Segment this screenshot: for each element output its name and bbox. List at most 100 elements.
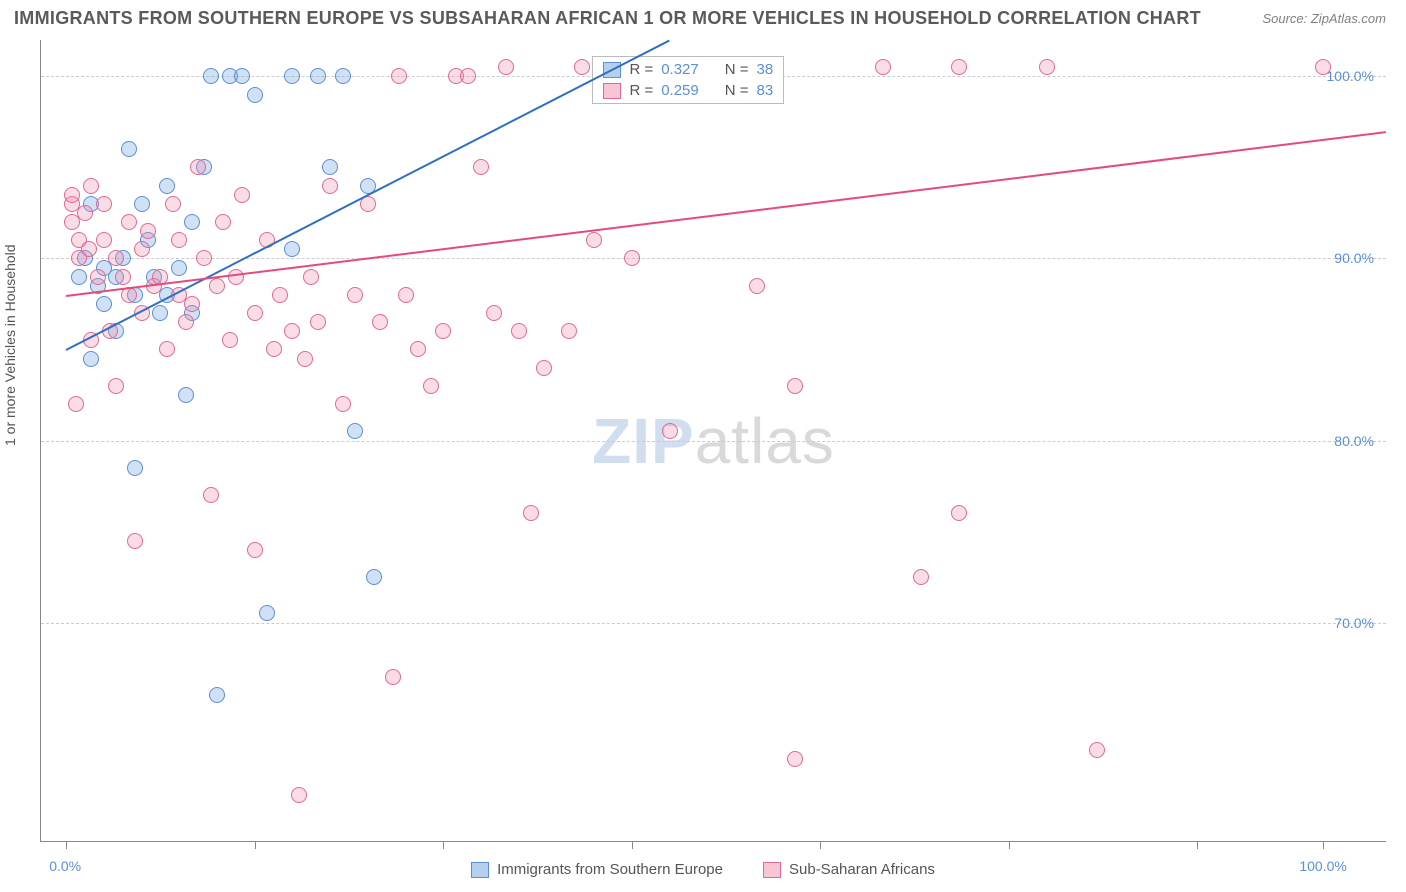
data-point (184, 296, 200, 312)
data-point (83, 351, 99, 367)
chart-legend: Immigrants from Southern EuropeSub-Sahar… (0, 861, 1406, 878)
y-tick-label: 80.0% (1334, 433, 1374, 449)
data-point (134, 241, 150, 257)
data-point (196, 250, 212, 266)
legend-swatch (471, 862, 489, 878)
data-point (190, 159, 206, 175)
chart-header: IMMIGRANTS FROM SOUTHERN EUROPE VS SUBSA… (0, 0, 1406, 33)
data-point (511, 323, 527, 339)
y-tick-label: 70.0% (1334, 615, 1374, 631)
data-point (586, 232, 602, 248)
data-point (875, 59, 891, 75)
scatter-chart: ZIPatlas 70.0%80.0%90.0%100.0%R = 0.327N… (40, 40, 1386, 842)
data-point (96, 232, 112, 248)
data-point (259, 605, 275, 621)
chart-title: IMMIGRANTS FROM SOUTHERN EUROPE VS SUBSA… (14, 8, 1201, 29)
data-point (284, 68, 300, 84)
data-point (385, 669, 401, 685)
x-tick-label: 0.0% (49, 858, 81, 874)
data-point (247, 87, 263, 103)
data-point (64, 187, 80, 203)
data-point (624, 250, 640, 266)
data-point (171, 232, 187, 248)
data-point (951, 505, 967, 521)
source-credit: Source: ZipAtlas.com (1262, 11, 1386, 26)
n-value: 83 (757, 82, 774, 99)
data-point (1315, 59, 1331, 75)
data-point (297, 351, 313, 367)
data-point (322, 159, 338, 175)
data-point (68, 396, 84, 412)
stats-row: R = 0.327N = 38 (593, 59, 783, 80)
data-point (347, 423, 363, 439)
data-point (247, 305, 263, 321)
x-tick (820, 841, 821, 849)
legend-label: Immigrants from Southern Europe (497, 861, 723, 878)
data-point (291, 787, 307, 803)
data-point (787, 751, 803, 767)
data-point (81, 241, 97, 257)
data-point (435, 323, 451, 339)
stats-row: R = 0.259N = 83 (593, 80, 783, 101)
r-value: 0.327 (661, 61, 699, 78)
x-tick (66, 841, 67, 849)
data-point (787, 378, 803, 394)
data-point (498, 59, 514, 75)
data-point (913, 569, 929, 585)
data-point (284, 323, 300, 339)
data-point (90, 269, 106, 285)
data-point (209, 278, 225, 294)
data-point (335, 396, 351, 412)
data-point (203, 487, 219, 503)
legend-swatch (763, 862, 781, 878)
data-point (366, 569, 382, 585)
r-value: 0.259 (661, 82, 699, 99)
data-point (247, 542, 263, 558)
data-point (159, 341, 175, 357)
x-tick (255, 841, 256, 849)
data-point (203, 68, 219, 84)
data-point (121, 141, 137, 157)
data-point (140, 223, 156, 239)
data-point (115, 269, 131, 285)
data-point (523, 505, 539, 521)
data-point (83, 178, 99, 194)
trend-line (66, 131, 1386, 297)
data-point (209, 687, 225, 703)
x-tick (443, 841, 444, 849)
data-point (460, 68, 476, 84)
data-point (662, 423, 678, 439)
x-tick (1323, 841, 1324, 849)
data-point (152, 305, 168, 321)
data-point (108, 250, 124, 266)
n-label: N = (725, 82, 749, 99)
data-point (234, 187, 250, 203)
data-point (121, 214, 137, 230)
data-point (303, 269, 319, 285)
data-point (1089, 742, 1105, 758)
data-point (951, 59, 967, 75)
source-label: Source: (1262, 11, 1310, 26)
data-point (127, 460, 143, 476)
data-point (108, 378, 124, 394)
x-tick (1197, 841, 1198, 849)
data-point (96, 196, 112, 212)
data-point (423, 378, 439, 394)
x-tick-label: 100.0% (1299, 858, 1346, 874)
data-point (284, 241, 300, 257)
data-point (127, 533, 143, 549)
data-point (310, 68, 326, 84)
data-point (574, 59, 590, 75)
data-point (178, 387, 194, 403)
data-point (171, 260, 187, 276)
data-point (178, 314, 194, 330)
data-point (749, 278, 765, 294)
data-point (310, 314, 326, 330)
legend-item: Immigrants from Southern Europe (471, 861, 723, 878)
data-point (410, 341, 426, 357)
data-point (486, 305, 502, 321)
trend-line (66, 40, 670, 351)
data-point (561, 323, 577, 339)
gridline-horizontal (41, 441, 1386, 442)
data-point (159, 178, 175, 194)
